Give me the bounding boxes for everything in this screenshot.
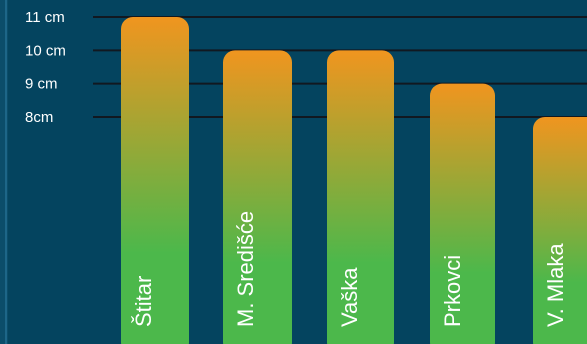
y-tick-label-3: 8cm bbox=[25, 109, 53, 126]
bar-label-2: Vaška bbox=[337, 267, 362, 327]
y-tick-label-1: 10 cm bbox=[25, 42, 66, 59]
chart-left-edge bbox=[0, 0, 8, 344]
bar-group-2: Vaška bbox=[327, 50, 394, 344]
bar-label-3: Prkovci bbox=[440, 255, 465, 327]
bar-label-0: Štitar bbox=[131, 276, 156, 327]
bar-label-4: V. Mlaka bbox=[543, 243, 568, 327]
bar-2 bbox=[327, 50, 394, 344]
bar-label-1: M. Središće bbox=[233, 211, 258, 327]
y-tick-label-0: 11 cm bbox=[25, 9, 65, 26]
tick-labels-layer: 11 cm 10 cm 9 cm 8cm bbox=[25, 9, 66, 126]
bar-group-1: M. Središće bbox=[223, 50, 292, 344]
y-tick-label-2: 9 cm bbox=[25, 76, 58, 93]
bar-4 bbox=[533, 117, 587, 344]
bars-layer: Štitar M. Središće Vaška Prkovci V. Mlaka bbox=[121, 17, 587, 344]
bar-0 bbox=[121, 17, 189, 344]
bar-group-4: V. Mlaka bbox=[533, 117, 587, 344]
bar-group-0: Štitar bbox=[121, 17, 189, 344]
bar-group-3: Prkovci bbox=[430, 83, 495, 344]
bar-3 bbox=[430, 83, 495, 344]
bar-1 bbox=[223, 50, 292, 344]
